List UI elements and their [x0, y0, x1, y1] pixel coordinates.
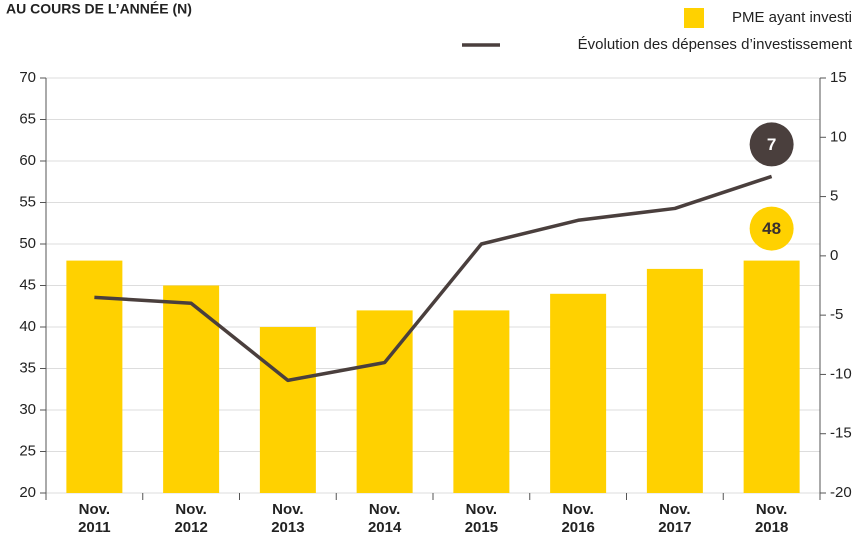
x-tick-label: Nov. 2015: [464, 501, 499, 536]
bar: [259, 327, 316, 493]
x-tick-label: Nov. 2018: [754, 501, 789, 536]
bar: [646, 268, 703, 493]
y-tick-label: 25: [19, 442, 36, 459]
legend-label: Évolution des dépenses d’investissement: [578, 36, 853, 53]
data-label: 48: [762, 219, 781, 238]
y2-tick-label: 10: [830, 128, 847, 145]
data-label: 7: [767, 135, 776, 154]
x-tick-label: Nov. 2013: [271, 501, 305, 536]
y2-tick-label: 5: [830, 188, 838, 205]
y-tick-label: 40: [19, 318, 36, 335]
x-tick-label: Nov. 2011: [78, 501, 111, 536]
y-tick-label: 65: [19, 110, 36, 127]
y2-tick-label: -5: [830, 306, 843, 323]
y-tick-label: 35: [19, 359, 36, 376]
y2-tick-label: 0: [830, 247, 838, 264]
x-tick-label: Nov. 2016: [561, 501, 595, 536]
bar: [550, 293, 607, 493]
data-label-badge: [749, 206, 794, 251]
y2-tick-label: -20: [830, 484, 852, 501]
y-tick-label: 30: [19, 401, 36, 418]
y-tick-label: 70: [19, 69, 36, 86]
y-tick-label: 60: [19, 152, 36, 169]
y-tick-label: 50: [19, 235, 36, 252]
y-tick-label: 20: [19, 484, 36, 501]
bar: [453, 310, 510, 493]
legend-swatch: [684, 8, 704, 28]
y-tick-label: 45: [19, 276, 36, 293]
bar: [743, 260, 800, 493]
y2-tick-label: -15: [830, 425, 852, 442]
legend-label: PME ayant investi: [732, 9, 852, 26]
x-tick-label: Nov. 2012: [174, 501, 208, 536]
y-tick-label: 55: [19, 193, 36, 210]
bar: [163, 285, 220, 493]
chart-title: AU COURS DE L’ANNÉE (N): [6, 1, 192, 17]
x-tick-label: Nov. 2017: [658, 501, 692, 536]
x-tick-label: Nov. 2014: [367, 501, 402, 536]
y2-tick-label: -10: [830, 365, 852, 382]
data-label-badge: [749, 122, 794, 167]
line: [94, 174, 773, 383]
y2-tick-label: 15: [830, 69, 847, 86]
bar: [66, 260, 123, 493]
